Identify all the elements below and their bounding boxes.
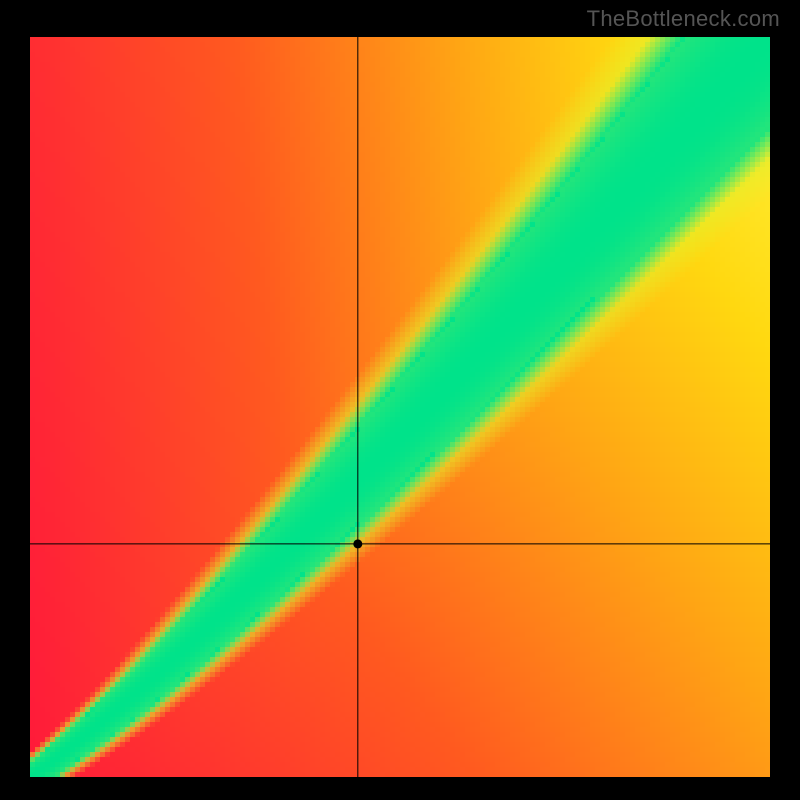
chart-container: TheBottleneck.com [0, 0, 800, 800]
heatmap-canvas [30, 37, 770, 777]
plot-area [30, 37, 770, 777]
attribution-label: TheBottleneck.com [587, 6, 780, 32]
